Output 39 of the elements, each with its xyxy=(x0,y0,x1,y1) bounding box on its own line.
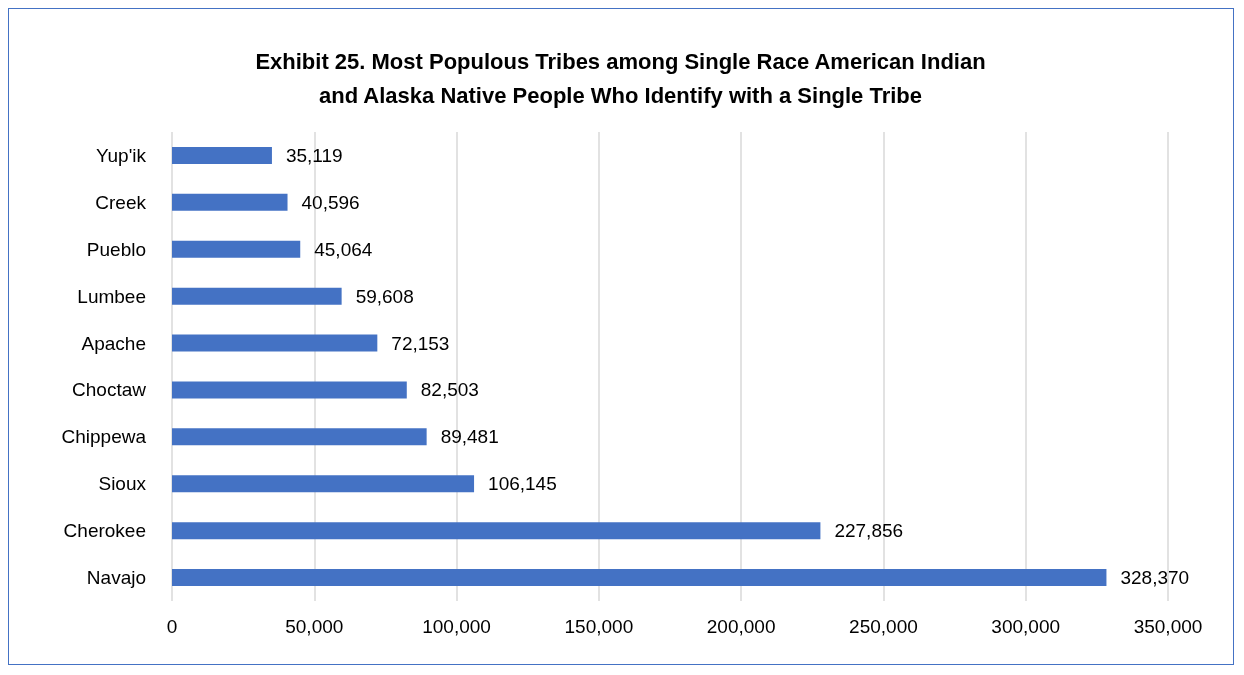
y-tick-label: Yup'ik xyxy=(95,144,147,166)
x-tick-label: 250,000 xyxy=(849,616,918,637)
data-label: 59,608 xyxy=(355,285,414,307)
y-tick-label: Pueblo xyxy=(86,238,146,260)
bar xyxy=(172,334,378,352)
y-tick-label: Navajo xyxy=(86,567,146,589)
chart-title: Exhibit 25. Most Populous Tribes among Single Race American Indian and Alaska Native People Who Identify with a Single Tribe xyxy=(255,48,986,108)
x-tick-label: 200,000 xyxy=(706,616,776,637)
x-tick-label: 300,000 xyxy=(991,616,1061,637)
y-tick-label: Sioux xyxy=(98,473,147,495)
bar xyxy=(172,287,342,305)
x-tick-label: 50,000 xyxy=(285,616,344,637)
y-tick-label: Lumbee xyxy=(77,285,146,307)
y-tick-label: Cherokee xyxy=(63,520,146,542)
bar xyxy=(172,381,407,399)
y-tick-label: Creek xyxy=(95,191,147,213)
y-tick-label: Choctaw xyxy=(72,379,147,401)
data-label: 45,064 xyxy=(314,238,373,260)
x-tick-label: 0 xyxy=(166,616,178,637)
x-tick-label: 150,000 xyxy=(564,616,634,637)
data-label: 106,145 xyxy=(488,473,557,495)
data-label: 35,119 xyxy=(285,144,343,166)
bar xyxy=(172,193,288,211)
bar xyxy=(172,428,427,446)
data-label: 82,503 xyxy=(420,379,479,401)
bar xyxy=(172,240,301,258)
data-label: 89,481 xyxy=(440,426,499,448)
data-label: 72,153 xyxy=(391,332,450,354)
y-tick-label: Apache xyxy=(81,332,146,354)
x-tick-label: 350,000 xyxy=(1133,616,1203,637)
bar xyxy=(172,522,821,540)
bar xyxy=(172,475,475,493)
data-label: 328,370 xyxy=(1120,567,1190,589)
bar xyxy=(172,146,272,164)
x-tick-label: 100,000 xyxy=(422,616,491,637)
y-tick-label: Chippewa xyxy=(61,426,147,448)
data-label: 227,856 xyxy=(834,520,904,542)
bar xyxy=(172,569,1107,587)
data-label: 40,596 xyxy=(301,191,360,213)
